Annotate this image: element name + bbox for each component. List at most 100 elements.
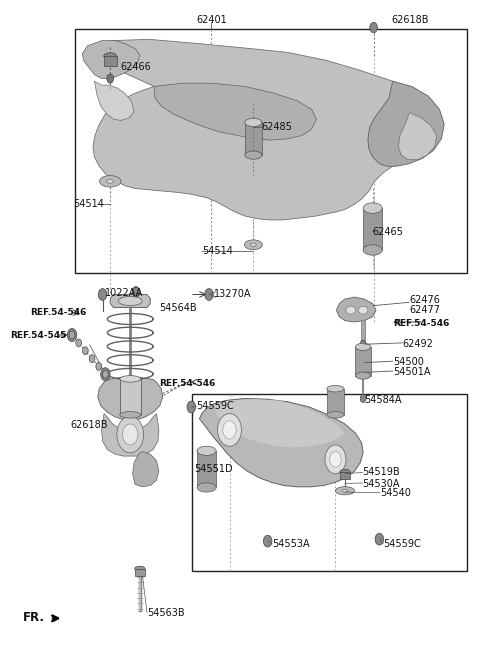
Ellipse shape: [340, 469, 350, 474]
Polygon shape: [83, 39, 441, 220]
Ellipse shape: [363, 245, 382, 255]
FancyBboxPatch shape: [104, 56, 117, 66]
Polygon shape: [132, 451, 159, 487]
Text: 62466: 62466: [120, 62, 152, 72]
Circle shape: [330, 451, 341, 467]
Text: 54553A: 54553A: [272, 539, 310, 549]
Text: 62485: 62485: [262, 122, 292, 132]
Circle shape: [375, 533, 384, 545]
Text: 62476: 62476: [409, 296, 440, 306]
Circle shape: [107, 74, 114, 83]
Ellipse shape: [356, 372, 371, 379]
Text: 62618B: 62618B: [392, 14, 429, 25]
Circle shape: [67, 328, 77, 342]
Ellipse shape: [99, 175, 121, 187]
Circle shape: [69, 331, 75, 339]
Text: 62401: 62401: [196, 14, 227, 25]
Circle shape: [76, 339, 82, 347]
Circle shape: [370, 22, 377, 33]
Polygon shape: [368, 81, 444, 166]
Ellipse shape: [359, 306, 368, 314]
Ellipse shape: [118, 296, 142, 306]
Text: 54514: 54514: [73, 199, 104, 209]
Text: 62465: 62465: [372, 227, 404, 237]
Text: 54584A: 54584A: [364, 396, 402, 405]
Ellipse shape: [245, 118, 262, 127]
Polygon shape: [102, 413, 159, 456]
FancyBboxPatch shape: [356, 347, 371, 376]
Text: 54540: 54540: [380, 488, 411, 499]
Circle shape: [117, 416, 144, 453]
Text: 54564B: 54564B: [159, 303, 196, 313]
Ellipse shape: [342, 489, 348, 492]
Ellipse shape: [363, 203, 382, 214]
Circle shape: [264, 535, 272, 547]
Circle shape: [83, 347, 88, 355]
Circle shape: [325, 445, 346, 474]
Text: 62492: 62492: [402, 339, 433, 350]
Text: 54514: 54514: [202, 246, 233, 256]
FancyBboxPatch shape: [340, 472, 350, 479]
Polygon shape: [95, 81, 134, 120]
Text: 54500: 54500: [393, 357, 423, 367]
Text: REF.54-546: REF.54-546: [30, 308, 86, 317]
Ellipse shape: [107, 179, 114, 183]
FancyBboxPatch shape: [245, 122, 262, 155]
Text: REF.54-545: REF.54-545: [10, 330, 66, 340]
Polygon shape: [214, 399, 345, 447]
Ellipse shape: [251, 243, 256, 246]
Text: 62477: 62477: [409, 306, 441, 315]
Circle shape: [204, 288, 213, 300]
Circle shape: [132, 287, 139, 296]
Circle shape: [187, 401, 196, 413]
Text: 54559C: 54559C: [383, 539, 421, 549]
Ellipse shape: [120, 376, 141, 382]
Ellipse shape: [197, 446, 216, 455]
Text: 1022AA: 1022AA: [106, 288, 144, 298]
Circle shape: [360, 340, 366, 348]
FancyBboxPatch shape: [363, 208, 382, 250]
Text: REF.54-546: REF.54-546: [393, 319, 449, 328]
Polygon shape: [336, 297, 376, 322]
FancyBboxPatch shape: [197, 451, 216, 487]
Circle shape: [122, 424, 138, 445]
Text: 54559C: 54559C: [196, 401, 234, 411]
Circle shape: [101, 368, 110, 381]
Ellipse shape: [197, 483, 216, 492]
FancyBboxPatch shape: [120, 379, 141, 415]
Circle shape: [217, 413, 241, 446]
Text: 54501A: 54501A: [393, 367, 430, 376]
Text: 54530A: 54530A: [363, 478, 400, 489]
Polygon shape: [98, 378, 163, 420]
Text: 62618B: 62618B: [71, 420, 108, 430]
Bar: [75, 29, 467, 273]
Text: 54551D: 54551D: [195, 464, 233, 474]
Polygon shape: [83, 41, 140, 79]
Circle shape: [132, 286, 140, 297]
Ellipse shape: [356, 343, 371, 350]
Circle shape: [103, 371, 108, 378]
Ellipse shape: [120, 411, 141, 418]
Ellipse shape: [244, 240, 262, 250]
Circle shape: [223, 420, 236, 439]
Ellipse shape: [245, 151, 262, 159]
Text: 54563B: 54563B: [147, 608, 185, 618]
Ellipse shape: [346, 306, 356, 314]
Ellipse shape: [327, 386, 344, 392]
Circle shape: [360, 395, 366, 403]
Polygon shape: [398, 112, 437, 160]
Ellipse shape: [327, 411, 344, 418]
Text: REF.54-546: REF.54-546: [159, 379, 215, 388]
Polygon shape: [199, 399, 363, 487]
Text: FR.: FR.: [23, 611, 45, 624]
Circle shape: [98, 288, 107, 300]
FancyBboxPatch shape: [327, 389, 344, 415]
Circle shape: [96, 363, 102, 371]
Ellipse shape: [336, 487, 355, 495]
FancyBboxPatch shape: [134, 568, 145, 576]
Ellipse shape: [134, 566, 145, 571]
Text: 54519B: 54519B: [363, 467, 400, 478]
Polygon shape: [110, 294, 150, 307]
Bar: [192, 394, 467, 570]
Circle shape: [89, 355, 95, 363]
